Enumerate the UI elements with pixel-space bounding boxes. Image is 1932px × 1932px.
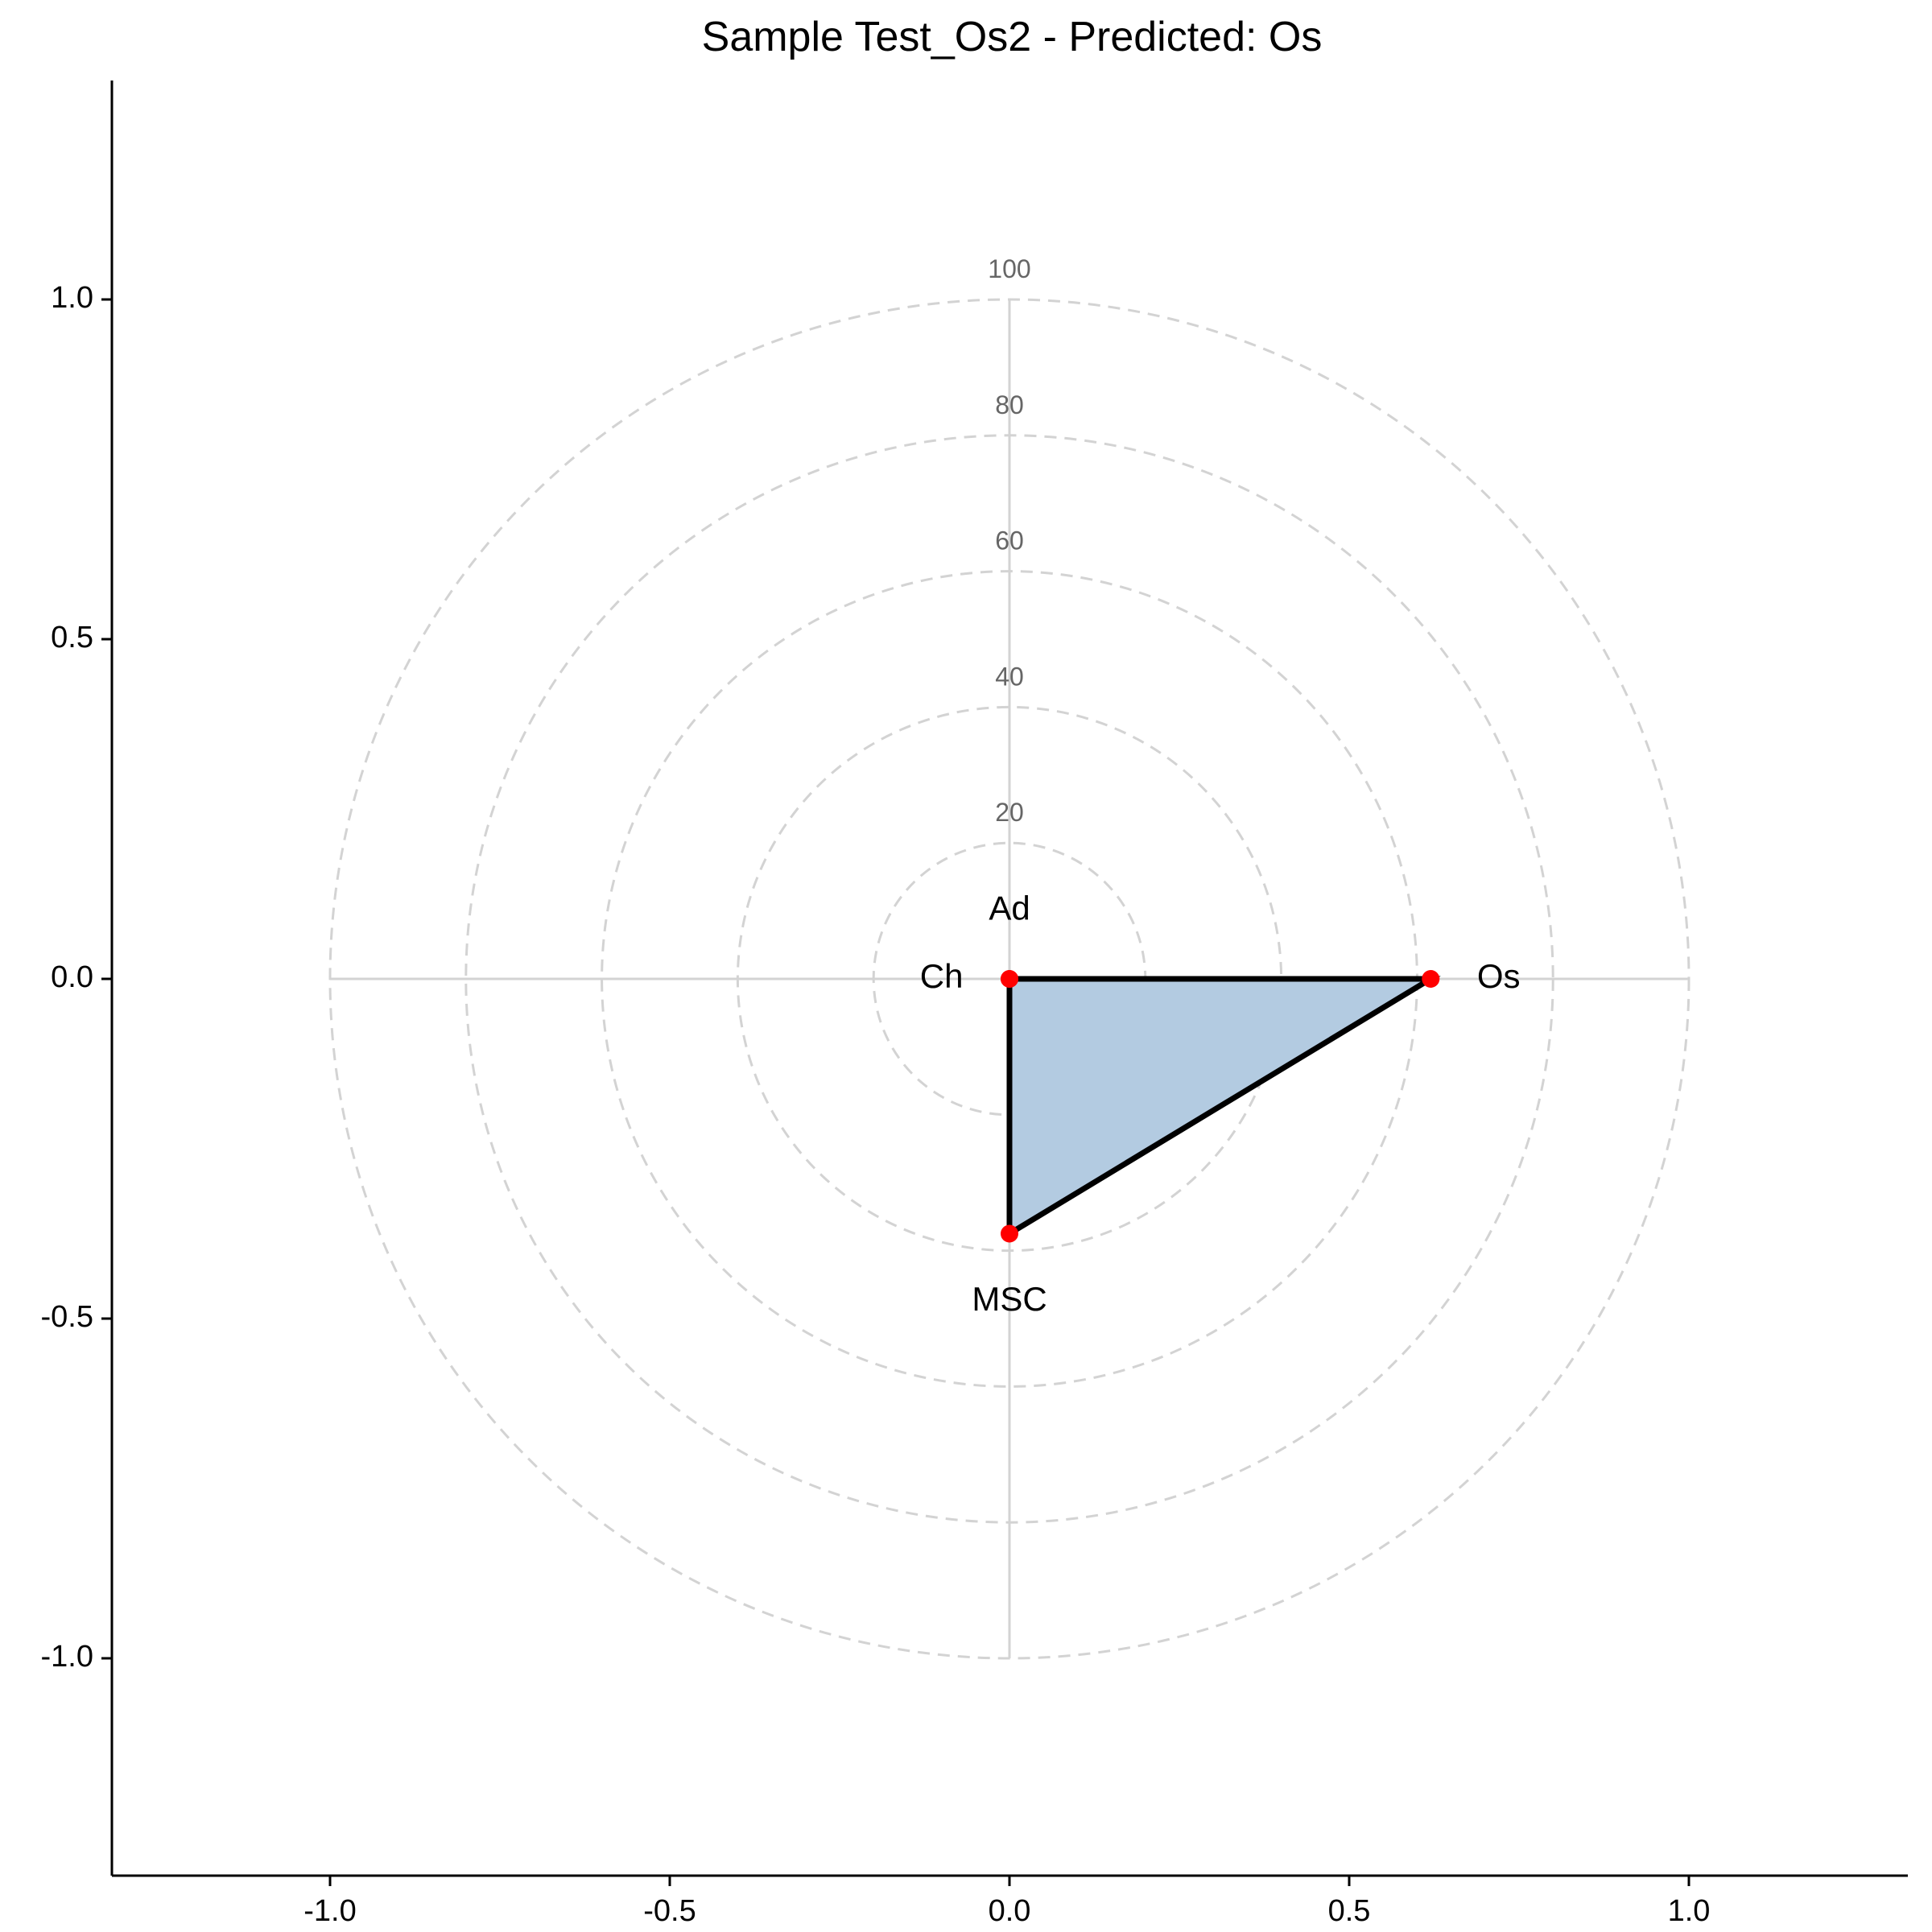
data-point-msc <box>1001 1224 1018 1243</box>
data-polygon <box>1006 976 1441 1239</box>
point-label-ad: Ad <box>989 890 1030 927</box>
x-axis-ticks: -1.0 -0.5 0.0 0.5 1.0 <box>303 1876 1710 1928</box>
data-points-layer <box>1001 970 1440 1243</box>
y-tick-label: 0.0 <box>51 960 93 994</box>
ring-labels: 20 40 60 80 100 <box>988 254 1030 827</box>
ring-label-60: 60 <box>995 526 1024 555</box>
x-tick-label: 0.5 <box>1328 1894 1371 1928</box>
point-labels: Os MSC Ad Ch <box>920 890 1521 1318</box>
y-tick-label: -1.0 <box>41 1640 93 1674</box>
x-tick-label: 1.0 <box>1668 1894 1711 1928</box>
ring-label-100: 100 <box>988 254 1030 283</box>
y-tick-label: 1.0 <box>51 281 93 315</box>
point-label-ch: Ch <box>920 957 964 995</box>
y-tick-label: 0.5 <box>51 621 93 654</box>
data-point-os <box>1422 970 1440 988</box>
y-tick-label: -0.5 <box>41 1300 93 1334</box>
point-label-msc: MSC <box>972 1280 1046 1318</box>
ring-label-80: 80 <box>995 390 1024 419</box>
x-tick-label: 0.0 <box>989 1894 1031 1928</box>
data-polygon-layer <box>1006 976 1441 1239</box>
y-axis-ticks: -1.0 -0.5 0.0 0.5 1.0 <box>41 281 112 1674</box>
data-point-ch <box>1001 970 1018 988</box>
point-label-os: Os <box>1477 957 1521 995</box>
chart-title: Sample Test_Os2 - Predicted: Os <box>702 14 1323 60</box>
x-tick-label: -0.5 <box>643 1894 696 1928</box>
ring-label-20: 20 <box>995 798 1024 827</box>
x-tick-label: -1.0 <box>303 1894 356 1928</box>
ring-label-40: 40 <box>995 662 1024 691</box>
